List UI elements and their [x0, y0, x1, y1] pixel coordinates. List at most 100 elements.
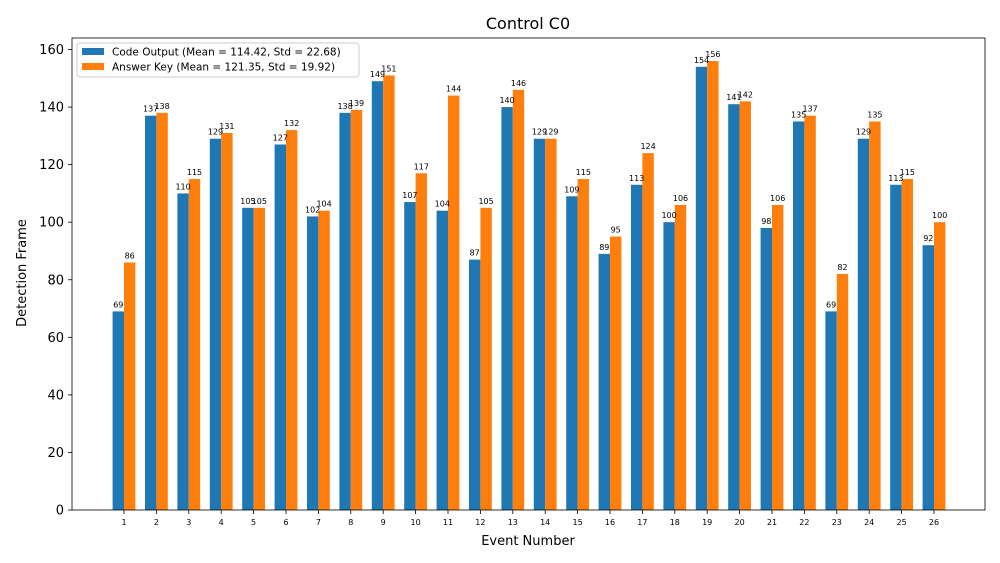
bar-answer-key-19 — [707, 61, 719, 511]
bar-answer-key-9 — [383, 75, 395, 510]
bar-value-label: 127 — [273, 133, 288, 142]
x-tick-label: 4 — [219, 518, 224, 527]
bar-code-output-13 — [501, 107, 513, 510]
x-tick-label: 9 — [381, 518, 386, 527]
bar-answer-key-16 — [610, 236, 622, 510]
y-tick-label: 100 — [39, 216, 64, 231]
bar-answer-key-8 — [350, 109, 363, 510]
bar-value-label: 100 — [661, 211, 676, 220]
bar-value-label: 139 — [349, 99, 364, 108]
bar-value-label: 115 — [576, 168, 591, 177]
x-tick-label: 17 — [637, 518, 647, 527]
bar-answer-key-2 — [156, 112, 168, 510]
bar-answer-key-21 — [772, 204, 784, 511]
bar-answer-key-14 — [545, 138, 557, 511]
y-tick-label: 60 — [47, 331, 64, 346]
bar-value-label: 87 — [470, 249, 480, 258]
y-tick-label: 160 — [39, 43, 64, 58]
bar-value-label: 132 — [284, 119, 299, 128]
bar-value-label: 117 — [414, 162, 429, 171]
bar-value-label: 106 — [770, 194, 785, 203]
x-tick-label: 16 — [605, 518, 615, 527]
bar-code-output-8 — [339, 112, 351, 510]
legend-label: Answer Key (Mean = 121.35, Std = 19.92) — [112, 62, 335, 74]
bar-value-labels: 6986137138110115129131105105127132102104… — [113, 50, 947, 309]
bar-answer-key-15 — [577, 179, 589, 510]
bars-layer — [112, 61, 946, 511]
x-tick-label: 24 — [864, 518, 874, 527]
bar-value-label: 129 — [532, 128, 547, 137]
bar-code-output-15 — [566, 196, 578, 511]
x-tick-label: 11 — [443, 518, 453, 527]
bar-code-output-1 — [112, 311, 124, 510]
y-tick-label: 120 — [39, 158, 64, 173]
bar-value-label: 151 — [381, 64, 396, 73]
x-tick-label: 8 — [348, 518, 353, 527]
x-tick-label: 21 — [767, 518, 777, 527]
bar-value-label: 104 — [435, 200, 450, 209]
bar-value-label: 131 — [219, 122, 234, 131]
bar-code-output-9 — [371, 81, 384, 511]
bar-value-label: 146 — [511, 79, 526, 88]
bar-code-output-26 — [922, 245, 934, 510]
x-tick-label: 23 — [832, 518, 842, 527]
bar-value-label: 115 — [187, 168, 202, 177]
bar-code-output-5 — [242, 207, 254, 510]
bar-answer-key-12 — [480, 207, 492, 510]
bar-value-label: 142 — [738, 90, 753, 99]
bar-value-label: 113 — [629, 174, 644, 183]
bar-code-output-20 — [728, 104, 740, 510]
y-tick-label: 0 — [56, 504, 64, 519]
bar-value-label: 110 — [175, 182, 190, 191]
chart-title: Control C0 — [486, 14, 570, 33]
bar-answer-key-7 — [318, 210, 330, 510]
bar-value-label: 129 — [208, 128, 223, 137]
bar-value-label: 137 — [802, 105, 817, 114]
bar-code-output-17 — [631, 184, 643, 510]
bar-code-output-16 — [598, 253, 610, 511]
x-tick-label: 5 — [251, 518, 256, 527]
bar-code-output-21 — [760, 227, 772, 510]
legend-label: Code Output (Mean = 114.42, Std = 22.68) — [112, 47, 341, 59]
bar-value-label: 113 — [888, 174, 903, 183]
x-tick-label: 25 — [897, 518, 907, 527]
bar-code-output-6 — [274, 144, 286, 511]
bar-value-label: 102 — [305, 205, 320, 214]
bar-code-output-3 — [177, 193, 189, 511]
x-tick-label: 12 — [475, 518, 485, 527]
bar-value-label: 92 — [923, 234, 933, 243]
x-tick-label: 18 — [670, 518, 680, 527]
bar-code-output-11 — [436, 210, 448, 510]
legend-swatch — [82, 63, 104, 70]
bar-value-label: 129 — [856, 128, 871, 137]
bar-value-label: 106 — [673, 194, 688, 203]
bar-value-label: 115 — [900, 168, 915, 177]
bar-value-label: 137 — [143, 105, 158, 114]
bar-answer-key-10 — [415, 173, 427, 510]
bar-code-output-19 — [695, 66, 708, 510]
bar-answer-key-20 — [739, 101, 751, 510]
bar-value-label: 95 — [611, 226, 621, 235]
x-axis-label: Event Number — [481, 534, 575, 549]
bar-code-output-14 — [533, 138, 546, 511]
bar-value-label: 105 — [252, 197, 267, 206]
bar-code-output-25 — [890, 184, 902, 510]
bar-code-output-24 — [857, 138, 870, 511]
x-tick-label: 10 — [411, 518, 421, 527]
y-tick-label: 140 — [39, 101, 64, 116]
bar-value-label: 109 — [564, 185, 579, 194]
legend-box — [76, 42, 360, 78]
x-tick-label: 6 — [283, 518, 288, 527]
x-tick-label: 15 — [573, 518, 583, 527]
bar-value-label: 82 — [837, 263, 847, 272]
y-axis-label: Detection Frame — [15, 219, 30, 327]
bar-value-label: 135 — [791, 110, 806, 119]
bar-value-label: 105 — [478, 197, 493, 206]
bar-answer-key-6 — [286, 130, 298, 510]
y-tick-label: 20 — [47, 446, 64, 461]
bar-answer-key-3 — [188, 179, 201, 510]
bar-code-output-22 — [793, 121, 805, 511]
legend-swatch — [82, 48, 104, 55]
x-tick-label: 13 — [508, 518, 518, 527]
